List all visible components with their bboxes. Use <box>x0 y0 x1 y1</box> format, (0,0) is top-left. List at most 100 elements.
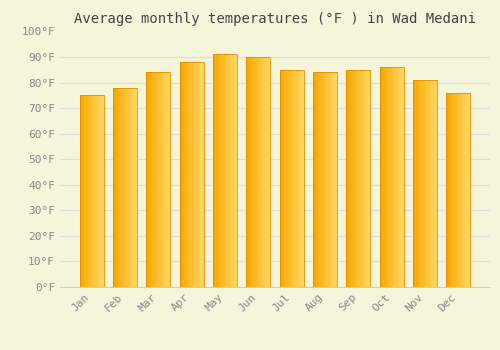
Bar <box>93 95 94 287</box>
Bar <box>446 93 470 287</box>
Bar <box>132 88 134 287</box>
Bar <box>266 57 268 287</box>
Bar <box>250 57 251 287</box>
Bar <box>124 88 125 287</box>
Bar <box>130 88 131 287</box>
Bar <box>190 62 192 287</box>
Bar <box>188 62 189 287</box>
Bar <box>150 72 151 287</box>
Bar <box>200 62 201 287</box>
Bar <box>82 95 83 287</box>
Bar <box>464 93 466 287</box>
Bar <box>362 70 363 287</box>
Bar <box>313 72 314 287</box>
Bar <box>294 70 296 287</box>
Bar <box>262 57 263 287</box>
Bar <box>80 95 82 287</box>
Bar <box>431 80 432 287</box>
Bar <box>169 72 170 287</box>
Bar <box>260 57 262 287</box>
Bar <box>320 72 322 287</box>
Bar <box>114 88 116 287</box>
Bar <box>264 57 266 287</box>
Bar <box>380 67 404 287</box>
Bar <box>199 62 200 287</box>
Bar <box>102 95 104 287</box>
Bar <box>396 67 398 287</box>
Bar <box>452 93 454 287</box>
Bar <box>228 55 230 287</box>
Bar <box>158 72 160 287</box>
Bar <box>196 62 198 287</box>
Bar <box>257 57 258 287</box>
Bar <box>354 70 355 287</box>
Bar <box>125 88 126 287</box>
Bar <box>446 93 448 287</box>
Bar <box>361 70 362 287</box>
Bar <box>183 62 184 287</box>
Bar <box>218 55 219 287</box>
Bar <box>424 80 425 287</box>
Bar <box>230 55 231 287</box>
Bar <box>357 70 358 287</box>
Bar <box>181 62 182 287</box>
Bar <box>166 72 168 287</box>
Bar <box>381 67 382 287</box>
Bar <box>246 57 270 287</box>
Bar <box>460 93 461 287</box>
Bar <box>450 93 451 287</box>
Bar <box>455 93 456 287</box>
Bar <box>119 88 120 287</box>
Bar <box>162 72 163 287</box>
Bar <box>432 80 434 287</box>
Bar <box>434 80 436 287</box>
Bar <box>313 72 337 287</box>
Bar <box>251 57 252 287</box>
Bar <box>394 67 396 287</box>
Bar <box>331 72 332 287</box>
Bar <box>116 88 117 287</box>
Bar <box>281 70 282 287</box>
Bar <box>414 80 416 287</box>
Bar <box>187 62 188 287</box>
Bar <box>346 70 348 287</box>
Bar <box>316 72 318 287</box>
Bar <box>393 67 394 287</box>
Bar <box>120 88 122 287</box>
Bar <box>467 93 468 287</box>
Bar <box>382 67 384 287</box>
Bar <box>94 95 95 287</box>
Bar <box>296 70 298 287</box>
Bar <box>392 67 393 287</box>
Bar <box>416 80 418 287</box>
Bar <box>157 72 158 287</box>
Bar <box>380 67 381 287</box>
Bar <box>418 80 419 287</box>
Bar <box>436 80 437 287</box>
Bar <box>160 72 162 287</box>
Bar <box>263 57 264 287</box>
Bar <box>131 88 132 287</box>
Bar <box>234 55 236 287</box>
Bar <box>252 57 254 287</box>
Bar <box>386 67 387 287</box>
Bar <box>367 70 368 287</box>
Bar <box>213 55 214 287</box>
Bar <box>348 70 349 287</box>
Bar <box>288 70 290 287</box>
Bar <box>351 70 352 287</box>
Bar <box>180 62 181 287</box>
Bar <box>387 67 388 287</box>
Bar <box>298 70 299 287</box>
Bar <box>346 70 370 287</box>
Bar <box>334 72 336 287</box>
Bar <box>356 70 357 287</box>
Bar <box>186 62 187 287</box>
Bar <box>219 55 220 287</box>
Bar <box>390 67 392 287</box>
Bar <box>126 88 128 287</box>
Bar <box>182 62 183 287</box>
Bar <box>360 70 361 287</box>
Bar <box>216 55 218 287</box>
Bar <box>402 67 404 287</box>
